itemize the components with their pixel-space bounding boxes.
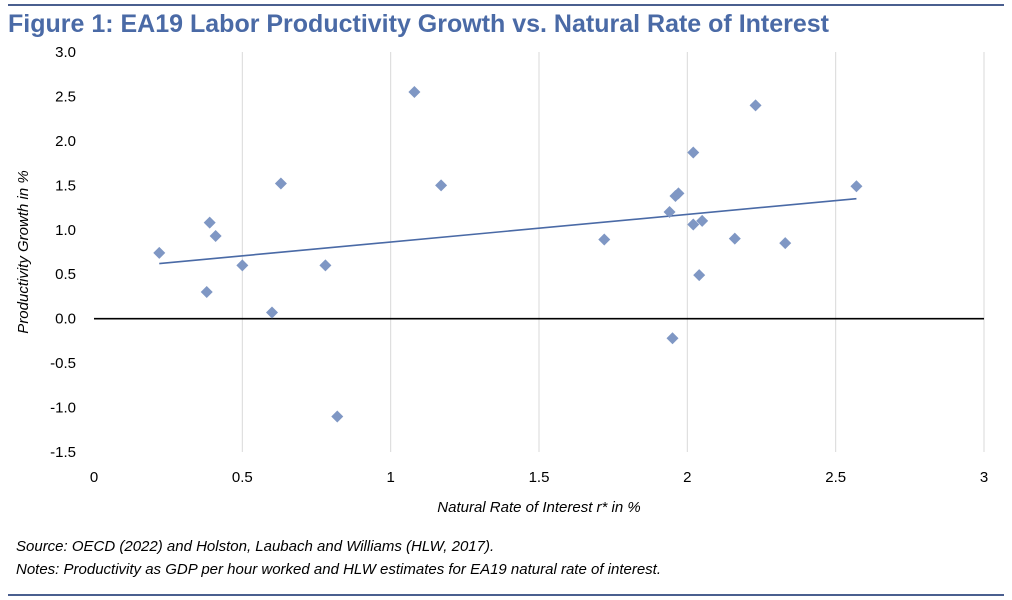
data-point [693,269,706,282]
data-point [266,306,278,319]
y-tick-label: -1.0 [50,400,76,417]
figure-title: Figure 1: EA19 Labor Productivity Growth… [8,10,829,38]
data-point [209,230,222,242]
data-point [666,332,679,345]
x-axis-title: Natural Rate of Interest r* in % [437,499,640,516]
data-point [319,259,332,272]
y-tick-label: 1.5 [55,177,76,194]
data-point [696,214,709,227]
notes-text: Notes: Productivity as GDP per hour work… [16,561,662,578]
data-point [408,86,421,98]
trendline [159,197,857,265]
y-tick-label: -1.5 [50,444,76,461]
x-tick-label: 2 [683,469,691,486]
x-tick-label: 1.5 [529,469,550,486]
y-tick-label: 2.0 [55,133,76,150]
tick-labels: 0 0.5 1 1.5 2 2.5 3 3.0 2.5 2.0 1.5 1.0 0.5 0.0 -0.5 -1… [50,44,988,486]
data-point [331,410,344,423]
y-tick-label: 0.5 [55,266,76,283]
y-tick-label: 0.0 [55,311,76,328]
top-rule [8,4,1004,6]
x-tick-label: 1 [386,469,394,486]
data-point [435,179,448,192]
trendline-group [159,197,857,265]
data-point [663,206,676,218]
data-point [200,286,213,298]
x-tick-label: 2.5 [825,469,846,486]
data-point [236,259,249,272]
bottom-rule [8,594,1004,596]
data-point [850,180,863,193]
data-point [728,232,741,245]
y-tick-label: -0.5 [50,355,76,372]
data-point [274,177,287,190]
x-tick-label: 3 [980,469,988,486]
y-tick-label: 2.5 [55,88,76,105]
data-point [672,187,685,200]
data-points [153,86,863,423]
y-tick-label: 1.0 [55,222,76,239]
source-note: Source: OECD (2022) and Holston, Laubach… [16,538,495,555]
data-point [749,99,762,112]
data-point [779,237,792,250]
x-tick-label: 0.5 [232,469,253,486]
x-tick-label: 0 [90,469,98,486]
data-point [203,216,216,229]
y-tick-label: 3.0 [55,44,76,61]
data-point [687,218,700,231]
data-point [598,233,611,246]
grid-lines [241,52,985,452]
y-axis-title: Productivity Growth in % [15,170,32,333]
data-point [687,146,700,159]
data-point [153,246,166,259]
